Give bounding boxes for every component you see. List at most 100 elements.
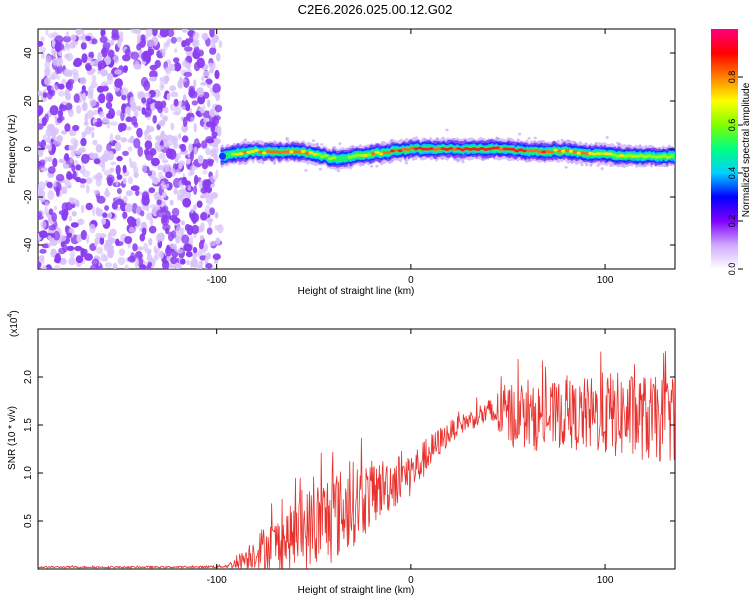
- noise-blob: [38, 261, 42, 269]
- ridge-halo-point: [564, 165, 568, 169]
- spectrogram-x-label: Height of straight line (km): [298, 286, 415, 297]
- noise-blob: [62, 244, 68, 253]
- ridge-cell: [456, 147, 461, 150]
- noise-blob: [173, 188, 178, 195]
- noise-blob: [142, 163, 148, 174]
- ridge-cell: [635, 154, 640, 158]
- noise-blob: [108, 212, 112, 219]
- noise-blob: [166, 93, 171, 101]
- noise-blob: [73, 93, 80, 103]
- noise-blob: [105, 92, 114, 103]
- ridge-cell: [390, 149, 395, 153]
- ridge-cell: [436, 147, 442, 151]
- noise-blob: [47, 166, 56, 174]
- noise-blob: [99, 111, 105, 118]
- noise-blob: [81, 53, 88, 63]
- colorbar-tick-label: 0.8: [727, 71, 737, 84]
- ridge-cell: [351, 155, 356, 158]
- noise-blob: [46, 136, 51, 144]
- noise-blob: [181, 29, 188, 33]
- ridge-cell: [518, 148, 523, 152]
- ridge-cell: [297, 150, 302, 154]
- noise-blob: [190, 116, 195, 123]
- ridge-cell: [347, 155, 353, 159]
- noise-blob: [186, 260, 190, 266]
- noise-blob: [39, 230, 48, 239]
- ridge-halo-point: [311, 139, 316, 143]
- noise-blob: [89, 152, 95, 159]
- noise-blob: [53, 230, 60, 241]
- ridge-cell: [619, 154, 624, 157]
- noise-blob: [64, 181, 72, 187]
- ridge-cell: [444, 148, 450, 151]
- ridge-cell: [382, 151, 388, 154]
- noise-blob: [136, 127, 143, 138]
- noise-blob: [176, 36, 183, 42]
- noise-blob: [143, 80, 151, 91]
- noise-blob: [195, 110, 201, 117]
- noise-blob: [115, 179, 119, 187]
- noise-blob: [209, 240, 217, 247]
- ridge-cell: [553, 148, 558, 152]
- ridge-cell: [638, 154, 644, 157]
- noise-blob: [161, 214, 168, 224]
- spectrogram-y-tick-label: 20: [23, 95, 34, 107]
- ridge-cell: [491, 146, 496, 150]
- ridge-halo-point: [318, 167, 322, 171]
- noise-blob: [197, 154, 204, 164]
- noise-blob: [40, 167, 49, 172]
- noise-blob: [115, 164, 121, 176]
- noise-blob: [200, 212, 208, 221]
- noise-blob: [198, 49, 204, 57]
- noise-blob: [59, 103, 65, 110]
- noise-blob: [39, 46, 47, 53]
- ridge-halo-point: [338, 142, 342, 146]
- ridge-cell: [627, 154, 632, 157]
- ridge-cell: [471, 147, 477, 151]
- noise-blob: [147, 39, 155, 48]
- noise-blob: [107, 249, 114, 259]
- noise-blob: [92, 139, 98, 146]
- ridge-cell: [386, 151, 391, 154]
- noise-blob: [104, 262, 113, 268]
- ridge-cell: [343, 157, 349, 160]
- ridge-cell: [537, 150, 543, 154]
- noise-blob: [149, 76, 157, 82]
- ridge-cell: [658, 155, 663, 158]
- ridge-cell: [355, 153, 360, 157]
- colorbar-gradient: [711, 29, 738, 269]
- ridge-halo-point: [533, 136, 537, 140]
- noise-blob: [215, 155, 219, 164]
- noise-blob: [215, 237, 221, 245]
- noise-blob: [47, 146, 52, 151]
- noise-blob: [200, 81, 208, 86]
- ridge-cell: [666, 156, 671, 159]
- noise-blob: [199, 179, 203, 189]
- colorbar-label: Normalized spectral amplitude: [741, 82, 750, 217]
- noise-blob: [165, 246, 172, 257]
- noise-blob: [183, 71, 193, 77]
- noise-blob: [136, 43, 142, 51]
- ridge-cell: [600, 152, 605, 156]
- ridge-cell: [316, 153, 322, 156]
- noise-blob: [100, 154, 106, 164]
- ridge-cell: [269, 150, 275, 154]
- noise-blob: [87, 91, 93, 99]
- ridge-cell: [281, 150, 287, 154]
- noise-blob: [51, 48, 55, 55]
- noise-blob: [40, 220, 47, 230]
- snr-y-label: SNR (10 * v/v): [7, 406, 18, 470]
- noise-blob: [85, 177, 93, 184]
- noise-blob: [162, 191, 167, 199]
- ridge-cell: [332, 156, 337, 160]
- noise-blob: [39, 159, 46, 166]
- noise-blob: [129, 96, 135, 106]
- noise-blob: [65, 164, 70, 169]
- noise-blob: [167, 38, 171, 44]
- noise-blob: [163, 77, 169, 85]
- noise-blob: [132, 243, 138, 252]
- noise-blob: [50, 89, 56, 97]
- ridge-cell: [467, 147, 473, 151]
- noise-blob: [214, 224, 220, 231]
